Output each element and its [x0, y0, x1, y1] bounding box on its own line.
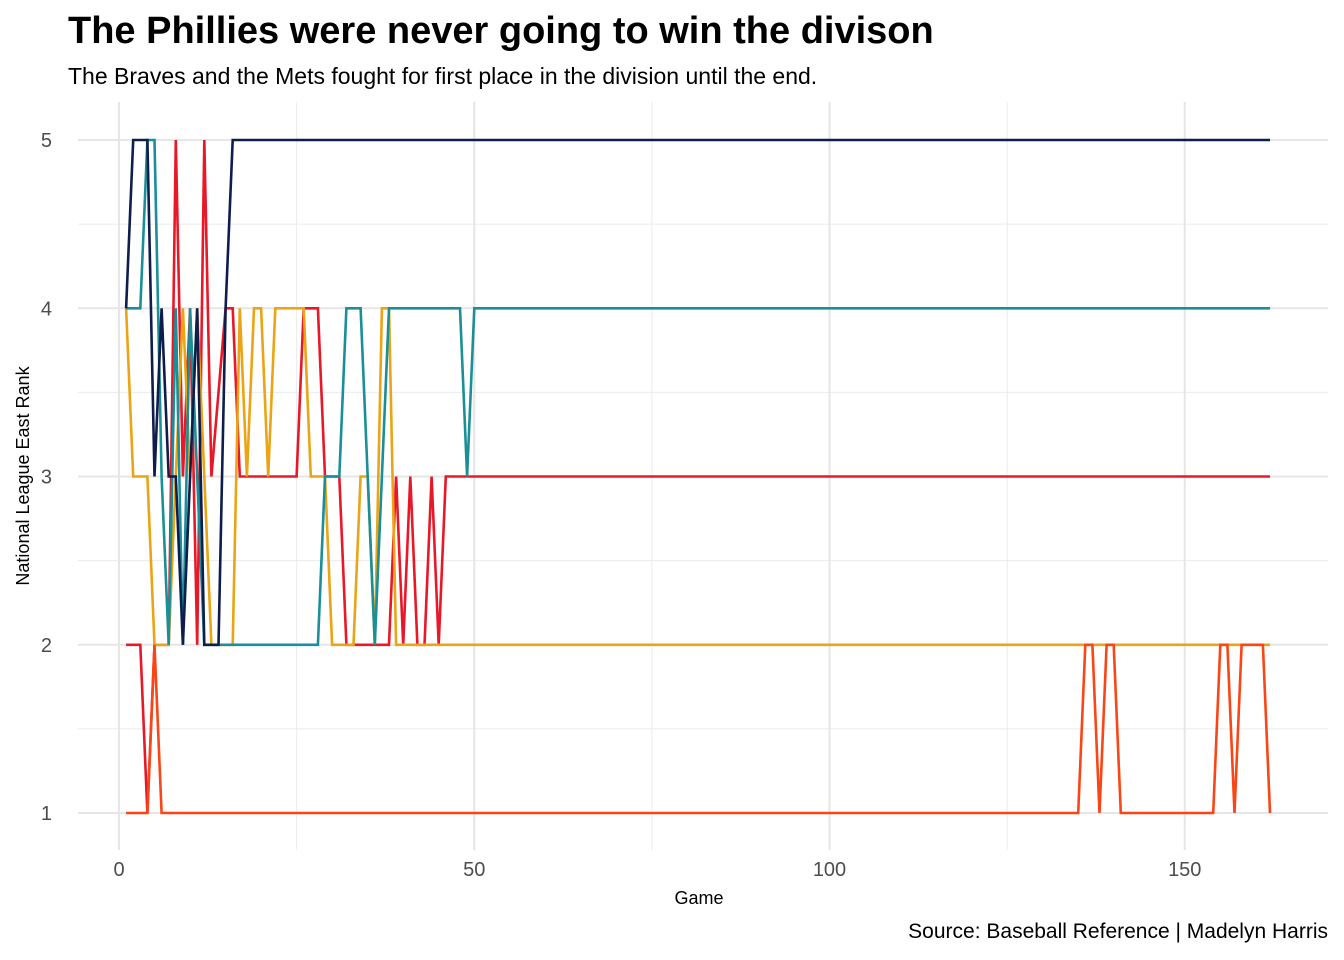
chart-caption: Source: Baseball Reference | Madelyn Har… [908, 920, 1328, 943]
series-lines [124, 138, 1272, 815]
y-tick-label: 3 [41, 467, 52, 489]
chart-title: The Phillies were never going to win the… [68, 10, 934, 52]
y-axis-title: National League East Rank [13, 365, 33, 585]
x-tick-label: 150 [1168, 859, 1201, 881]
x-tick-label: 50 [463, 859, 485, 881]
x-tick-label: 0 [113, 859, 124, 881]
series-line-5 [124, 138, 1270, 647]
y-tick-label: 2 [41, 635, 52, 657]
x-tick-label: 100 [813, 859, 846, 881]
x-axis-title: Game [674, 888, 723, 908]
y-tick-label: 4 [41, 298, 52, 320]
series-line-3 [126, 643, 1272, 815]
chart-subtitle: The Braves and the Mets fought for first… [68, 63, 818, 89]
x-tick-labels: 0 50 100 150 [113, 859, 1201, 881]
series-line-1 [126, 139, 1270, 814]
y-tick-label: 1 [41, 803, 52, 825]
y-tick-labels: 1 2 3 4 5 [41, 130, 52, 825]
y-tick-label: 5 [41, 130, 52, 152]
